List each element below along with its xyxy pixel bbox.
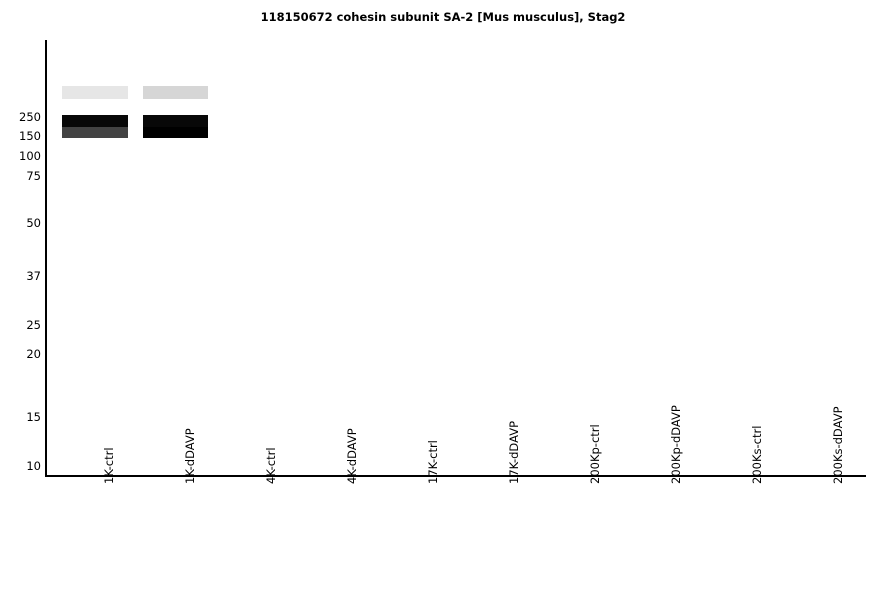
blot-lane-1k-ddavp (143, 40, 208, 475)
x-tick-label-17k-ddavp: 17K-dDAVP (507, 420, 521, 484)
y-tick-label: 50 (26, 216, 41, 230)
y-tick-label: 15 (26, 410, 41, 424)
x-tick-label-200kp-ctrl: 200Kp-ctrl (588, 424, 602, 484)
band-low-1K-dDAVP (143, 127, 208, 138)
y-tick-label: 100 (19, 149, 41, 163)
page-title: 118150672 cohesin subunit SA-2 [Mus musc… (260, 10, 626, 24)
plot-area (47, 40, 866, 475)
blot-lane-200kp-ctrl (548, 40, 614, 475)
blot-lane-1k-ctrl (62, 40, 128, 475)
x-tick-label-200ks-ctrl: 200Ks-ctrl (750, 425, 764, 484)
blot-lane-200ks-ddavp (791, 40, 857, 475)
band-high-1K-ctrl (62, 86, 128, 99)
x-tick-label-17k-ctrl: 17K-ctrl (426, 440, 440, 484)
blot-lane-4k-ddavp (305, 40, 371, 475)
y-tick-label: 10 (26, 459, 41, 473)
x-tick-label-4k-ddavp: 4K-dDAVP (345, 428, 359, 484)
blot-lane-17k-ctrl (386, 40, 452, 475)
blot-lane-200ks-ctrl (710, 40, 776, 475)
x-tick-label-200kp-ddavp: 200Kp-dDAVP (669, 405, 683, 484)
x-tick-label-1k-ddavp: 1K-dDAVP (183, 428, 197, 484)
x-tick-label-200ks-ddavp: 200Ks-dDAVP (831, 406, 845, 484)
blot-lane-4k-ctrl (224, 40, 290, 475)
y-axis-tick-labels: 250 150 100 75 50 37 25 20 15 10 (0, 0, 41, 595)
y-tick-label: 150 (19, 129, 41, 143)
y-tick-label: 25 (26, 318, 41, 332)
y-axis-spine (45, 40, 47, 477)
x-tick-label-4k-ctrl: 4K-ctrl (264, 447, 278, 484)
x-tick-label-1k-ctrl: 1K-ctrl (102, 447, 116, 484)
band-main-1K-dDAVP (143, 115, 208, 127)
band-high-1K-dDAVP (143, 86, 208, 99)
band-main-1K-ctrl (62, 115, 128, 127)
y-tick-label: 250 (19, 110, 41, 124)
y-tick-label: 20 (26, 347, 41, 361)
blot-lane-17k-ddavp (467, 40, 533, 475)
band-low-1K-ctrl (62, 127, 128, 138)
y-tick-label: 37 (26, 269, 41, 283)
x-axis-spine (45, 475, 866, 477)
blot-lane-200kp-ddavp (629, 40, 695, 475)
y-tick-label: 75 (26, 169, 41, 183)
